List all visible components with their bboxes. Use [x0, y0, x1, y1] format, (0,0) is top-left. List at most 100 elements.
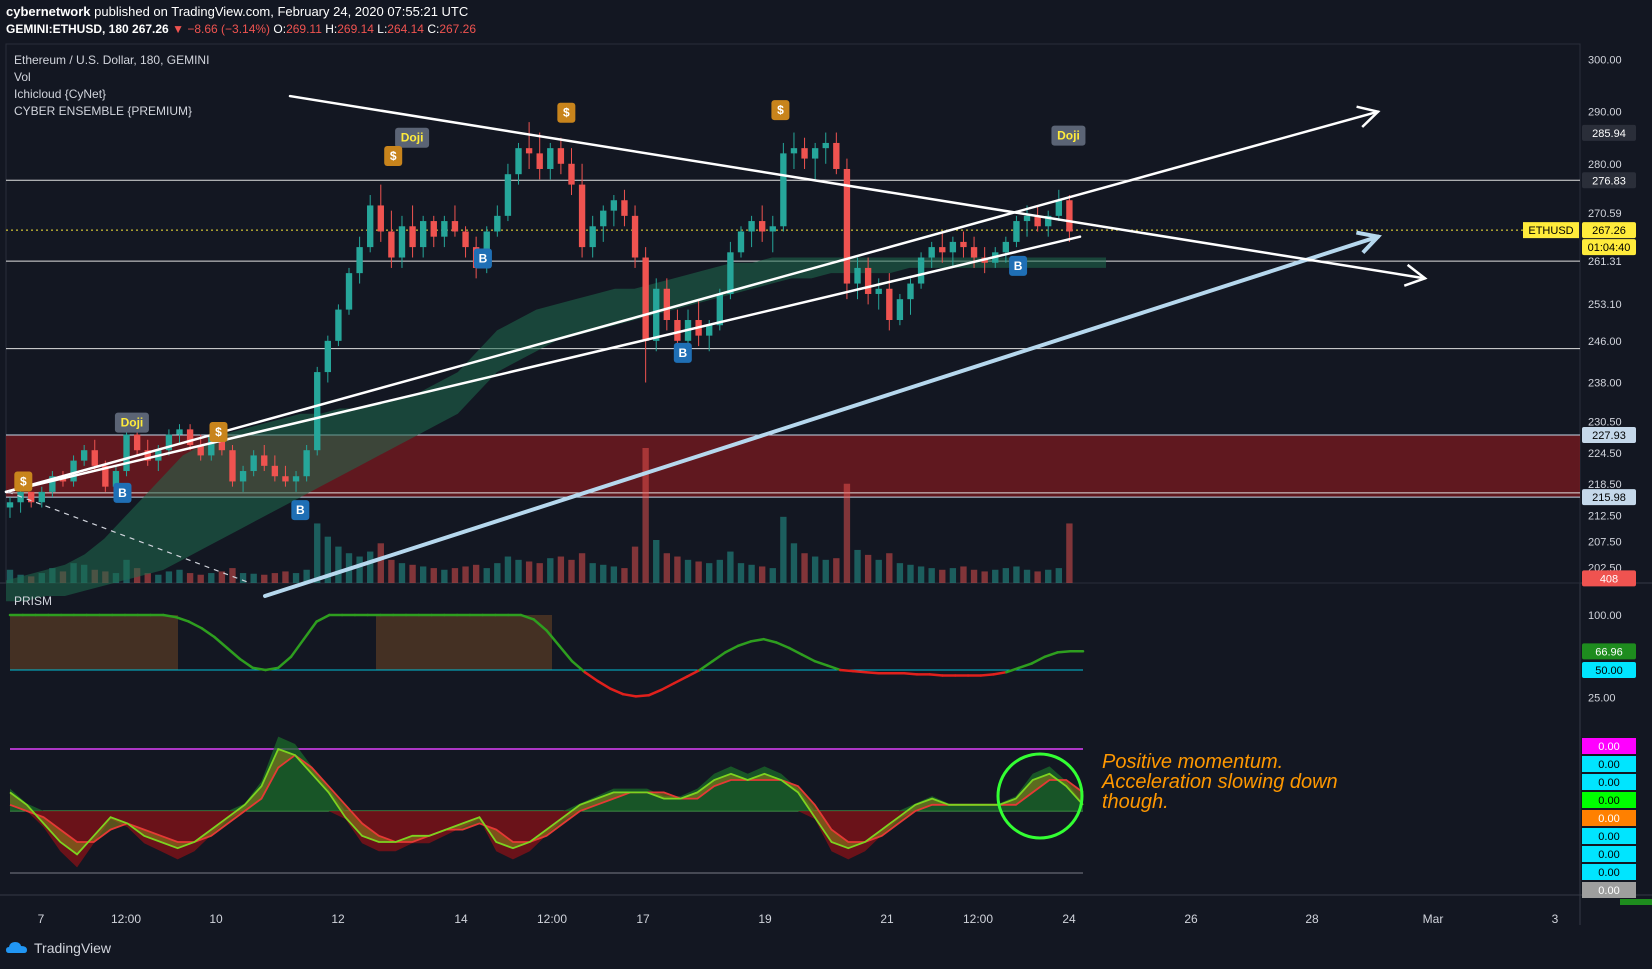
candle-body — [335, 309, 342, 341]
signal-badge: Doji — [114, 412, 149, 433]
prism-pane-label[interactable]: PRISM — [14, 594, 53, 608]
signal-badge-text: $ — [390, 149, 397, 163]
candle-body — [811, 148, 819, 159]
volume-bar — [917, 566, 925, 583]
candle — [568, 148, 575, 196]
signal-badge-text: B — [1014, 259, 1023, 273]
signal-badge-box — [1051, 125, 1086, 146]
prism-line-segment — [672, 675, 689, 685]
volume-bar — [737, 563, 745, 583]
candle-body — [663, 288, 671, 321]
candle-body — [91, 450, 98, 466]
candle-body — [112, 471, 120, 487]
legend-cyber-ensemble[interactable]: CYBER ENSEMBLE {PREMIUM} — [14, 104, 193, 118]
candle — [345, 267, 353, 315]
volume-bar — [176, 569, 183, 583]
candle-body — [801, 148, 808, 159]
prism-line-segment — [749, 637, 765, 643]
volume-bar — [589, 563, 596, 583]
candle — [356, 236, 363, 284]
candle-body — [843, 168, 851, 284]
candle — [748, 215, 755, 248]
candle — [801, 137, 808, 169]
candle — [928, 241, 935, 268]
volume-bar — [706, 563, 713, 583]
price-tag: 01:04:40 — [1582, 239, 1636, 256]
momentum-tag: 0.00 — [1582, 756, 1636, 772]
prism-line-segment — [647, 688, 663, 697]
prism-line-segment — [826, 664, 842, 672]
candle-body — [557, 148, 565, 164]
volume-bar — [472, 564, 480, 583]
signal-badge: Doji — [1051, 125, 1086, 146]
candle-body — [123, 434, 130, 472]
prism-line-segment — [839, 668, 855, 673]
candle-body — [6, 502, 14, 508]
candle-body — [907, 283, 914, 300]
candle — [303, 444, 310, 482]
candle — [419, 215, 427, 258]
candle — [324, 335, 331, 383]
volume-bar — [875, 559, 882, 583]
time-axis-label: 24 — [1062, 912, 1076, 926]
momentum-tag-box — [1582, 810, 1636, 826]
volume-bar — [801, 553, 808, 583]
candle — [314, 366, 321, 456]
footer-brand[interactable]: TradingView — [34, 940, 112, 956]
price-tag-text: 276.83 — [1592, 175, 1626, 187]
publisher-name[interactable]: cybernetwork — [6, 4, 91, 19]
trendline-arrowhead — [1403, 263, 1428, 287]
volume-bar — [790, 543, 798, 583]
signal-badge: $ — [384, 145, 403, 166]
candle-body — [80, 450, 88, 461]
volume-bar — [1055, 568, 1062, 583]
candle — [653, 278, 660, 352]
momentum-slow-line — [9, 754, 1084, 843]
candle — [907, 278, 914, 315]
signal-badge-box — [673, 342, 692, 363]
candle — [70, 455, 77, 487]
signal-badge-box — [114, 412, 149, 433]
volume-bar — [314, 523, 321, 583]
symbol-tag-box — [1523, 222, 1579, 239]
legend-volume[interactable]: Vol — [14, 70, 31, 84]
candle — [790, 132, 798, 169]
prism-line-segment — [762, 637, 778, 644]
prism-line-segment — [711, 651, 727, 663]
candle-body — [49, 476, 56, 492]
volume-bar — [727, 551, 734, 583]
candle-body — [229, 450, 236, 482]
time-axis-label: 12 — [331, 912, 345, 926]
volume-bar — [6, 569, 14, 583]
candle — [409, 205, 416, 258]
legend-main-series[interactable]: Ethereum / U.S. Dollar, 180, GEMINI — [14, 53, 210, 67]
price-axis-label: 230.50 — [1588, 417, 1622, 429]
volume-bar — [144, 573, 151, 583]
volume-bar — [208, 573, 215, 583]
candle-body — [345, 273, 353, 310]
legend-ichicloud[interactable]: Ichicloud {CyNet} — [14, 87, 107, 101]
price-axis-label: 253.10 — [1588, 299, 1622, 311]
volume-bar — [843, 483, 851, 583]
momentum-tag: 0.00 — [1582, 828, 1636, 844]
volume-bar — [239, 573, 247, 583]
prism-overbought-box — [10, 615, 178, 670]
prism-line-segment — [609, 687, 625, 696]
candle — [176, 424, 183, 445]
candle-body — [610, 200, 618, 211]
prism-line-segment — [621, 692, 638, 698]
volume-bar — [748, 564, 755, 583]
volume-bar — [642, 448, 649, 583]
prism-line-segment — [289, 637, 306, 659]
price-axis-label: 212.50 — [1588, 510, 1622, 522]
price-axis-label: 280.00 — [1588, 159, 1622, 171]
volume-bar — [536, 563, 543, 583]
candle-body — [271, 465, 279, 477]
candle — [578, 163, 586, 258]
prism-overbought-box — [376, 615, 552, 670]
candle — [939, 231, 946, 263]
candle — [759, 205, 766, 242]
prism-line-segment — [315, 613, 331, 623]
time-axis-label: 19 — [758, 912, 772, 926]
